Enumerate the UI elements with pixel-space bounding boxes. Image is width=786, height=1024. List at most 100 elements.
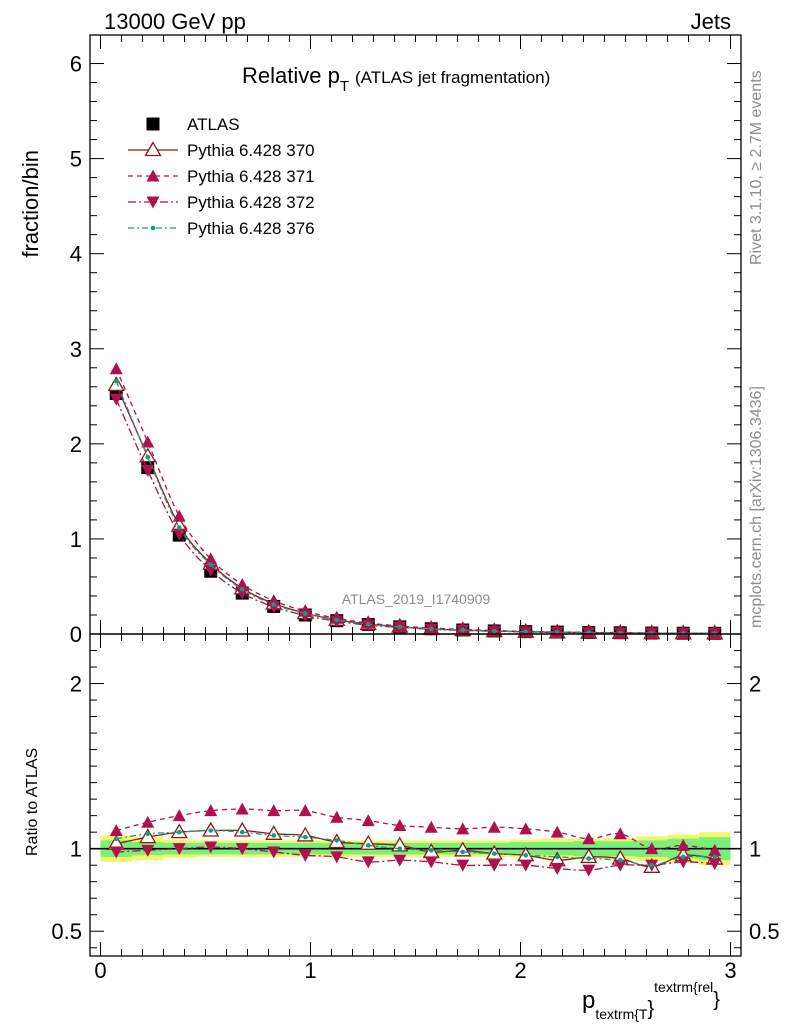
ratio-data-point [109,824,123,837]
ratio-x-ticks: 0 1 2 3 [94,634,737,983]
main-data-point [428,626,434,632]
ratio-data-point [613,827,627,840]
ratio-series-layer [107,802,724,877]
main-data-point [172,509,186,522]
ratio-data-point [113,836,119,842]
main-y-tick-label: 5 [70,147,82,172]
ratio-y-tick-label-left: 2 [70,672,82,697]
main-data-point [235,578,249,591]
ratio-y-tick-label-right: 2 [749,672,761,697]
ratio-data-point [267,846,281,859]
ratio-data-point [109,846,123,859]
main-data-point [271,602,277,607]
ratio-data-point [298,849,312,862]
process-label: Jets [691,9,731,34]
ratio-x-tick-label: 2 [514,958,526,983]
x-axis-label-main: p [582,987,595,1014]
legend-label: ATLAS [187,115,240,134]
ratio-data-point [456,822,470,835]
ratio-y-axis-label: Ratio to ATLAS [24,748,41,856]
ratio-data-point [397,846,403,851]
ratio-data-point [176,829,182,835]
ratio-data-point [204,804,218,817]
main-y-tick-label: 6 [70,52,82,77]
main-data-point [460,627,466,633]
ratio-data-point [487,859,501,872]
main-data-point [491,628,497,634]
ratio-data-point [712,854,718,860]
ratio-data-point [676,838,690,851]
ratio-data-point [554,854,560,860]
ratio-data-point [582,832,596,845]
ratio-data-point [239,829,245,835]
ratio-data-point [172,809,186,822]
ratio-data-point [676,856,690,869]
x-axis-label-sup-close: } [713,989,720,1011]
ratio-data-point [617,857,623,863]
ratio-y-tick-label-right: 0.5 [749,919,780,944]
main-data-point [267,601,281,614]
ratio-data-point [582,864,596,877]
ratio-data-point [708,858,722,871]
ratio-data-point [613,859,627,872]
legend-marker [146,117,160,131]
main-data-point [649,630,655,636]
ratio-data-point [519,822,533,835]
x-axis-label-sub: textrm{T [595,1006,648,1022]
legend-marker [146,169,160,182]
ratio-data-point [141,844,155,857]
ratio-x-tick-label: 1 [304,958,316,983]
ratio-data-point [519,859,533,872]
ratio-data-point [141,815,155,828]
ratio-data-point [298,804,312,817]
main-title-main: Relative p [242,63,340,88]
main-data-point [235,587,249,600]
main-series-layer [107,362,724,640]
legend-marker [150,225,156,231]
ratio-data-point [424,856,438,869]
main-y-tick-label: 1 [70,527,82,552]
ratio-data-point [172,843,186,856]
ratio-data-point [271,833,277,838]
main-data-point [141,464,155,477]
ratio-data-point [139,828,157,844]
x-axis-label-sup: textrm{rel [654,979,713,995]
main-y-tick-label: 2 [70,432,82,457]
x-axis-label: ptextrm{T}textrm{rel} [582,979,720,1022]
ratio-data-point [456,859,470,872]
ratio-data-point [460,849,466,855]
ratio-data-point [330,851,344,864]
collision-label: 13000 GeV pp [104,9,246,34]
ratio-data-point [487,820,501,833]
analysis-label: ATLAS_2019_I1740909 [342,591,491,607]
ratio-data-point [428,848,434,853]
main-data-point [365,621,371,627]
ratio-data-point [649,862,655,868]
main-data-point [107,376,125,392]
ratio-data-point [265,825,283,840]
main-data-point [523,629,529,635]
ratio-data-point [361,814,375,827]
main-data-point [109,362,123,375]
main-data-point [113,378,119,384]
ratio-y-tick-label-left: 1 [70,837,82,862]
ratio-data-point [586,856,592,861]
ratio-y-ticks: 0.5 0.5 1 1 2 2 [51,650,780,949]
main-data-point [176,525,182,530]
main-y-axis-label: fraction/bin [18,150,43,258]
main-data-point [141,435,155,448]
ratio-data-point [523,852,529,858]
ratio-x-tick-label: 3 [724,958,736,983]
main-panel: 0 1 2 3 4 5 6 fraction/bin Relative pT (ATLAS j… [18,34,742,647]
main-y-tick-label: 0 [70,622,82,647]
ratio-data-point [208,828,214,833]
legend-label: Pythia 6.428 372 [187,193,315,212]
main-y-tick-label: 4 [70,242,82,267]
ratio-data-point [235,843,249,856]
main-data-point [109,393,123,406]
main-title-sub: T [340,78,349,95]
main-data-point [239,587,245,592]
ratio-data-point [296,826,314,842]
legend-marker [146,196,160,209]
